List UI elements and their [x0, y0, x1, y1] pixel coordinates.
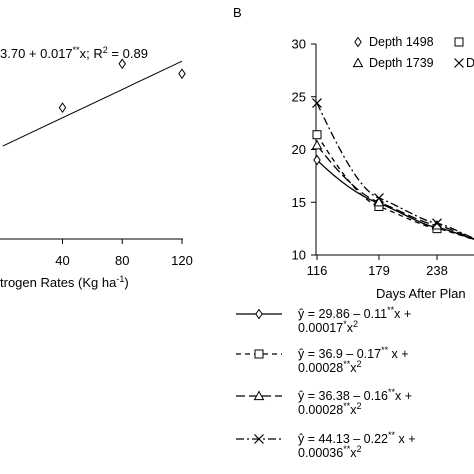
panel-b-x-tick-label-238: 238 — [426, 263, 448, 278]
panel-b-point-square-116 — [312, 130, 322, 140]
panel-a-x-tick-label-40: 40 — [55, 253, 69, 268]
panel-b-markers — [311, 98, 443, 234]
panel-b-x-label: Days After Plan — [376, 286, 466, 301]
panel-b-point-cross-238 — [432, 218, 442, 229]
panel-a-point-3 — [178, 68, 186, 80]
panel-a-x-ticks: 40 80 120 — [55, 239, 193, 268]
equation-legend-keys — [236, 308, 282, 444]
panel-b-curves — [316, 102, 474, 241]
equation-2: ŷ = 36.9 – 0.17** x + 0.00028**x2 — [298, 344, 409, 375]
panel-b-y-tick-label-15: 15 — [292, 195, 306, 210]
panel-b: B 10 15 20 25 30 116 179 238 Days After Plan D… — [233, 5, 474, 444]
panel-b-x-tick-label-179: 179 — [368, 263, 390, 278]
legend-diamond-marker — [354, 36, 362, 48]
panel-b-y-tick-label-10: 10 — [292, 248, 306, 263]
legend-cross-shape — [454, 58, 464, 68]
panel-a-fit-line — [2, 60, 183, 147]
panel-b-x-ticks: 116 179 238 — [307, 255, 448, 278]
panel-a-x-label: trogen Rates (Kg ha-1) — [0, 274, 129, 290]
panel-b-point-cross-116 — [312, 98, 322, 109]
legend-triangle-shape — [352, 57, 364, 68]
panel-a-point-1 — [58, 102, 67, 113]
legend-diamond-shape — [354, 36, 362, 48]
panel-b-point-triangle-116 — [311, 139, 323, 150]
panel-b-point-cross-179 — [374, 193, 384, 203]
panel-b-curve-cross — [316, 102, 474, 239]
panel-b-point-triangle-179 — [373, 196, 385, 207]
panel-b-x-tick-label-116: 116 — [307, 263, 328, 278]
panel-b-y-tick-label-25: 25 — [292, 89, 306, 104]
equation-key-marker-triangle — [253, 390, 265, 401]
legend-d-label: D — [466, 56, 474, 70]
legend-depth-1498-label: Depth 1498 — [369, 35, 434, 49]
panel-b-curve-square — [316, 134, 474, 241]
legend-depth-1739-label: Depth 1739 — [369, 56, 434, 70]
panel-b-top-legend: Depth 1498 Depth 1739 D — [352, 35, 474, 70]
legend-square-marker — [454, 37, 464, 47]
panel-b-curve-diamond — [316, 159, 474, 240]
equation-key-marker-cross — [254, 434, 264, 444]
equation-4: ŷ = 44.13 – 0.22** x + 0.00036**x2 — [298, 429, 416, 460]
panel-b-point-diamond-116 — [313, 154, 321, 166]
equation-key-marker-square — [254, 349, 264, 359]
legend-cross-marker — [454, 58, 464, 68]
panel-a-point-2 — [118, 58, 127, 70]
panel-b-label: B — [233, 5, 242, 20]
panel-a: 40 80 120 3.70 + 0.017**x; R2 = 0.89 troge… — [0, 45, 193, 290]
legend-square-shape — [454, 37, 464, 47]
equation-3: ŷ = 36.38 – 0.16**x + 0.00028**x2 — [298, 386, 413, 417]
panel-b-y-tick-label-30: 30 — [292, 37, 306, 52]
panel-b-y-ticks: 10 15 20 25 30 — [292, 37, 316, 263]
panel-b-curve-triangle — [316, 144, 474, 240]
panel-a-x-tick-label-120: 120 — [171, 253, 193, 268]
panel-a-equation: 3.70 + 0.017**x; R2 = 0.89 — [0, 45, 148, 61]
panel-a-x-tick-label-80: 80 — [115, 253, 129, 268]
equation-1: ŷ = 29.86 – 0.11**x + 0.00017*x2 — [298, 304, 412, 335]
panel-a-points — [58, 58, 186, 113]
equation-key-marker-diamond — [255, 308, 263, 320]
legend-triangle-marker — [352, 57, 364, 68]
panel-b-y-tick-label-20: 20 — [292, 142, 306, 157]
